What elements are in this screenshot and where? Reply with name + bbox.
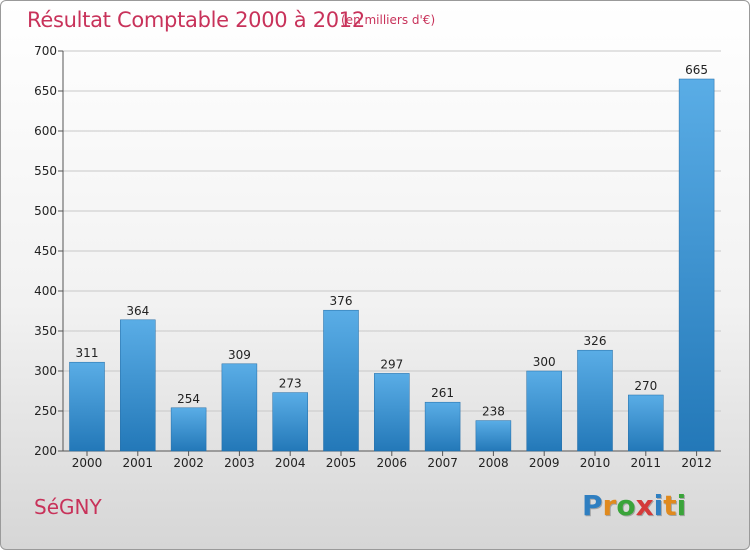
data-label-2003: 309	[228, 348, 251, 362]
data-labels: 311 364 254 309 273 376 297 261 238 300 326 270 665	[76, 63, 709, 419]
y-tick-label: 500	[34, 204, 57, 218]
data-label-2008: 238	[482, 405, 505, 419]
logo-letter: r	[602, 489, 617, 522]
data-label-2004: 273	[279, 377, 302, 391]
x-tick-label: 2012	[681, 456, 712, 470]
bar-2005	[323, 309, 359, 452]
y-tick-label: 200	[34, 444, 57, 458]
data-label-2005: 376	[330, 294, 353, 308]
y-tick-label: 550	[34, 164, 57, 178]
data-label-2002: 254	[177, 392, 200, 406]
x-tick-label: 2004	[275, 456, 306, 470]
x-tick-label: 2001	[123, 456, 154, 470]
bar-2001	[120, 319, 156, 452]
bar-2004	[272, 392, 308, 452]
y-tick-label: 400	[34, 284, 57, 298]
data-label-2009: 300	[533, 355, 556, 369]
logo-letter: t	[663, 489, 677, 522]
x-tick-label: 2009	[529, 456, 560, 470]
proxiti-logo: Proxiti	[582, 489, 686, 522]
x-tick-label: 2003	[224, 456, 255, 470]
x-tick-label: 2000	[72, 456, 103, 470]
y-tick-label: 350	[34, 324, 57, 338]
logo-letter: P	[582, 489, 603, 522]
data-label-2001: 364	[126, 304, 149, 318]
bar-2008	[475, 420, 512, 452]
bars	[69, 78, 715, 452]
y-tick-label: 300	[34, 364, 57, 378]
data-label-2010: 326	[584, 334, 607, 348]
y-tick-label: 700	[34, 44, 57, 58]
data-label-2007: 261	[431, 386, 454, 400]
bar-2009	[526, 370, 562, 452]
logo-letter: x	[635, 489, 654, 522]
chart-title: Résultat Comptable 2000 à 2012	[27, 8, 365, 32]
logo-letter: i	[653, 489, 664, 522]
logo-letter: i	[676, 489, 687, 522]
data-label-2012: 665	[685, 63, 708, 77]
bar-2010	[577, 349, 613, 452]
logo-letter: o	[616, 489, 636, 522]
x-tick-label: 2011	[631, 456, 662, 470]
y-tick-label: 600	[34, 124, 57, 138]
x-tick-label: 2002	[173, 456, 204, 470]
city-name: SéGNY	[34, 495, 102, 519]
x-tick-label: 2007	[427, 456, 458, 470]
data-label-2000: 311	[76, 346, 99, 360]
data-label-2011: 270	[634, 379, 657, 393]
x-tick-label: 2005	[326, 456, 357, 470]
x-tick-label: 2006	[377, 456, 408, 470]
y-tick-label: 450	[34, 244, 57, 258]
chart-unit-label: (en milliers d'€)	[341, 13, 436, 27]
bar-2011	[628, 394, 664, 452]
y-tick-label: 650	[34, 84, 57, 98]
bar-2002	[170, 407, 207, 452]
y-tick-label: 250	[34, 404, 57, 418]
data-label-2006: 297	[380, 357, 403, 371]
bar-2000	[69, 361, 105, 452]
bar-2003	[221, 363, 258, 452]
bar-2006	[374, 373, 410, 452]
x-tick-label: 2008	[478, 456, 509, 470]
bar-2012	[678, 78, 715, 452]
bar-2007	[424, 401, 461, 452]
x-tick-label: 2010	[580, 456, 611, 470]
